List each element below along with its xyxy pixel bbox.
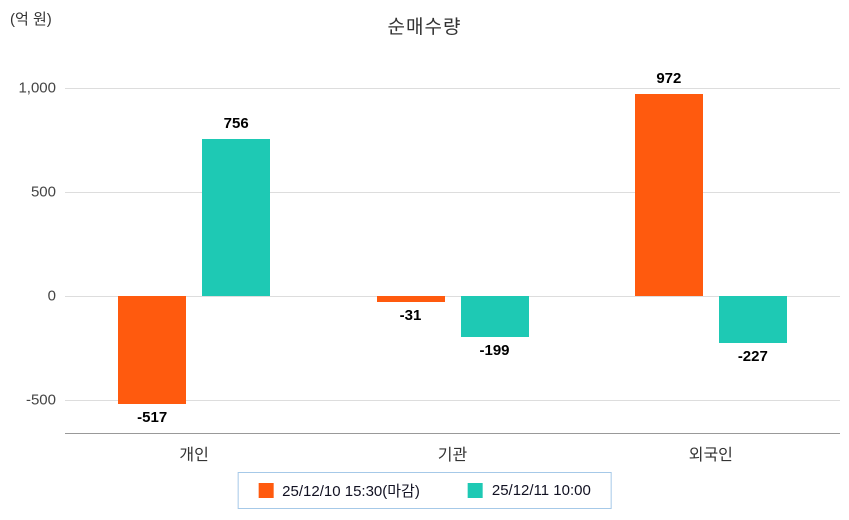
legend-label-series2: 25/12/11 10:00 — [491, 482, 591, 499]
x-axis-label: 외국인 — [688, 447, 733, 464]
x-axis-label: 개인 — [179, 447, 209, 464]
y-axis-unit-label: (억 원) — [10, 11, 52, 28]
y-tick-label: 500 — [30, 183, 56, 201]
legend-item-series2: 25/12/11 10:00 — [467, 482, 591, 499]
bar — [118, 296, 187, 404]
value-label: 972 — [656, 69, 682, 87]
x-axis-label: 기관 — [437, 447, 468, 464]
legend-swatch-teal — [467, 483, 483, 498]
value-label: -199 — [479, 342, 510, 360]
bar — [460, 296, 529, 338]
y-tick-label: -500 — [25, 391, 56, 409]
value-label: -227 — [737, 348, 768, 366]
legend-label-series1: 25/12/10 15:30(마감) — [282, 483, 420, 500]
gridline — [65, 88, 840, 89]
gridline — [65, 400, 840, 401]
value-label: -31 — [399, 307, 422, 325]
gridline — [65, 192, 840, 193]
chart-title: 순매수량 — [387, 17, 462, 38]
y-tick-label: 1,000 — [18, 79, 56, 97]
bar — [202, 138, 271, 296]
bar — [718, 296, 787, 344]
bar — [634, 93, 703, 296]
legend: 25/12/10 15:30(마감) 25/12/11 10:00 — [237, 472, 612, 509]
x-axis-line — [65, 433, 840, 434]
gridline — [65, 296, 840, 297]
value-label: -517 — [137, 408, 168, 426]
y-tick-label: 0 — [47, 287, 56, 305]
value-label: 756 — [223, 114, 249, 132]
bar — [376, 296, 445, 303]
legend-swatch-orange — [258, 483, 274, 498]
legend-item-series1: 25/12/10 15:30(마감) — [258, 480, 420, 501]
